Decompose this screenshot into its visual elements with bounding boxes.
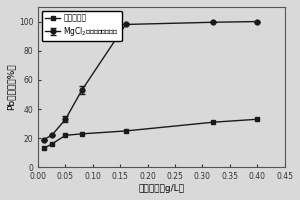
Y-axis label: Pb去除率（%）: Pb去除率（%） xyxy=(7,64,16,110)
蓝藻生物炭 xyxy=(255,118,259,120)
蓝藻生物炭 xyxy=(80,133,84,135)
蓝藻生物炭 xyxy=(124,130,128,132)
蓝藻生物炭 xyxy=(64,134,67,137)
Line: 蓝藻生物炭: 蓝藻生物炭 xyxy=(41,117,260,151)
蓝藻生物炭 xyxy=(212,121,215,123)
X-axis label: 材料浓度（g/L）: 材料浓度（g/L） xyxy=(138,184,184,193)
蓝藻生物炭 xyxy=(42,147,45,150)
Legend: 蓝藻生物炭, MgCl$_2$改性的蓝藻生物炭: 蓝藻生物炭, MgCl$_2$改性的蓝藻生物炭 xyxy=(42,11,122,41)
蓝藻生物炭 xyxy=(50,143,54,145)
